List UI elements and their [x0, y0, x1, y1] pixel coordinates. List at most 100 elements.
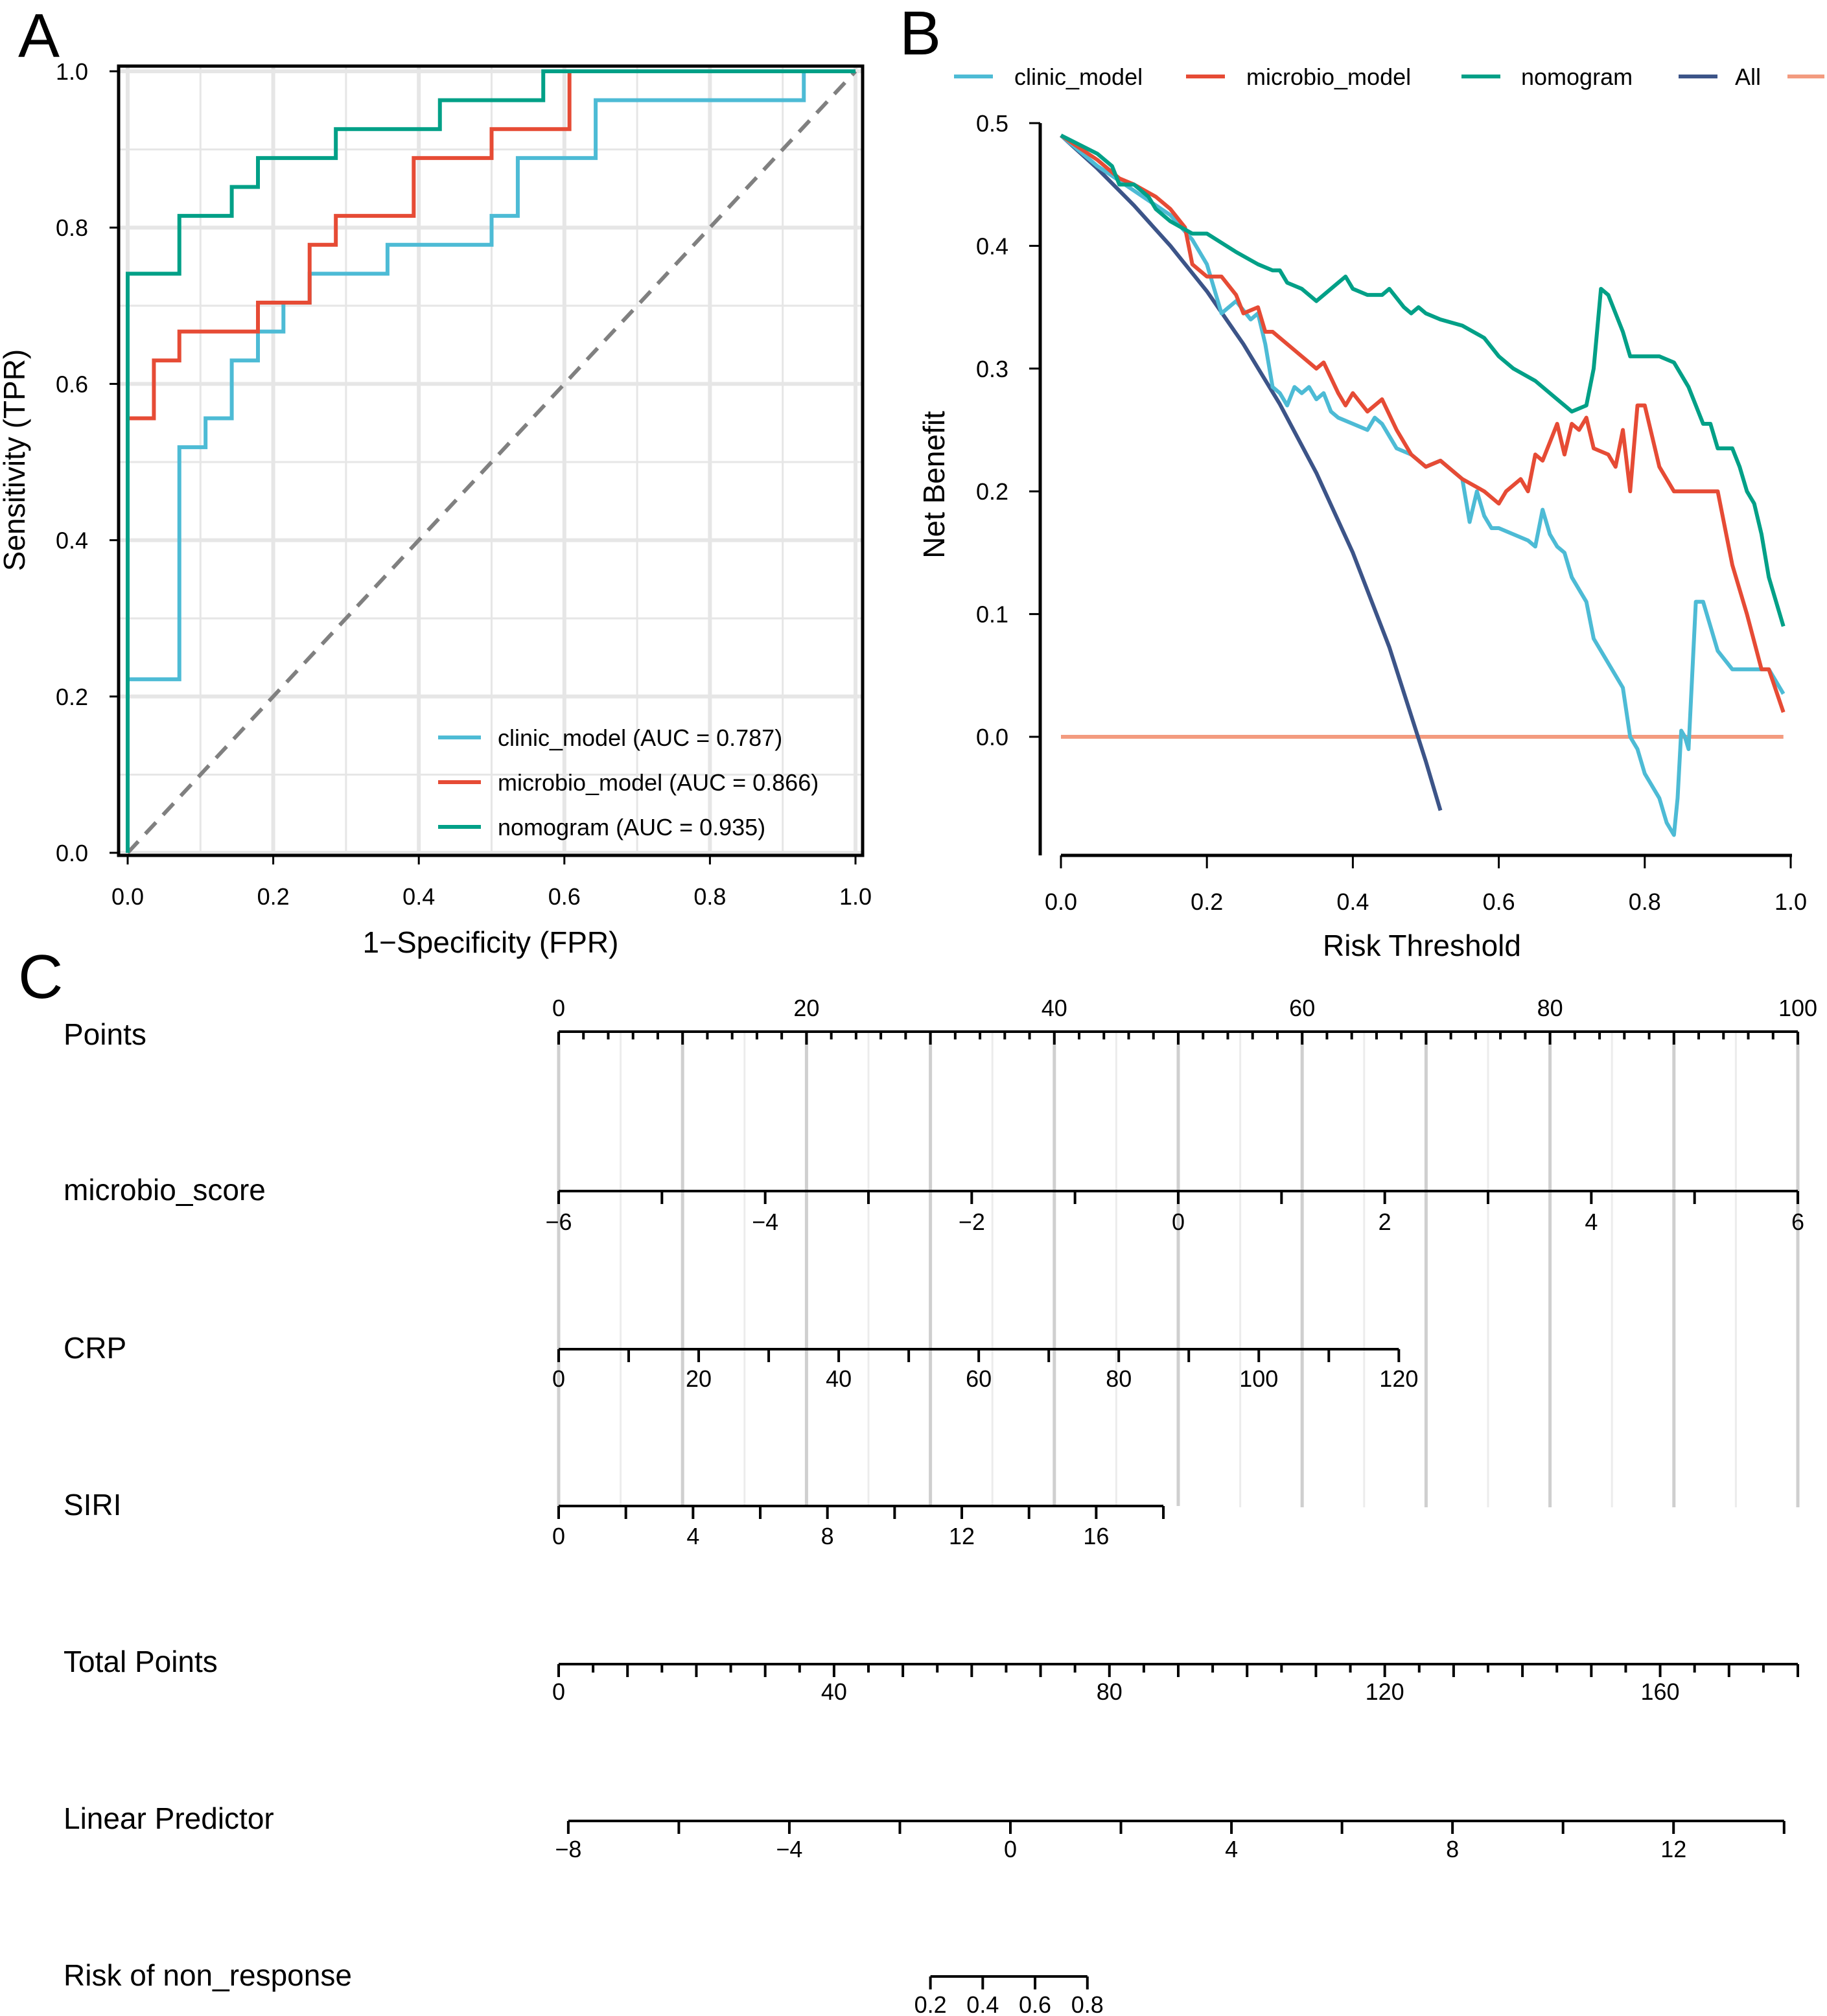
nomogram-tick-label: 0 [552, 1678, 565, 1705]
nomogram-tick-label: 120 [1379, 1365, 1418, 1392]
nomogram-tick-label: 0 [1172, 1209, 1185, 1235]
roc-y-tick-label: 0.4 [56, 527, 88, 554]
nomogram-tick-label: 40 [821, 1678, 847, 1705]
dca-x-axis-title: Risk Threshold [1323, 929, 1521, 962]
dca-x-tick-label: 0.2 [1191, 888, 1223, 915]
roc-curve-microbio-model [126, 69, 855, 853]
dca-x-tick-label: 0.4 [1336, 888, 1369, 915]
roc-grid [119, 66, 862, 855]
nomogram-tick-label: 20 [793, 995, 819, 1021]
roc-reference-line [126, 69, 857, 855]
nomogram-axis-siri: 0 4 8 12 16 [552, 1505, 1165, 1549]
roc-x-tick-label: 0.8 [693, 883, 726, 910]
roc-chart: 0.0 0.2 0.4 0.6 0.8 1.0 0.0 0.2 0.4 0.6 0.8 1.0 1−… [0, 58, 872, 959]
nomogram-tick-label: 0.2 [914, 1991, 947, 2016]
dca-x-tick-label: 0.6 [1483, 888, 1515, 915]
roc-series [126, 69, 855, 853]
nomogram-tick-label: 160 [1641, 1678, 1680, 1705]
nomogram-row-label-microbio-score: microbio_score [64, 1173, 266, 1207]
nomogram-tick-label: 60 [966, 1365, 992, 1392]
dca-x-axis: 0.0 0.2 0.4 0.6 0.8 1.0 [1045, 855, 1807, 915]
dca-curve-nomogram [1060, 133, 1786, 627]
panel-c-letter: C [18, 942, 63, 1012]
nomogram-tick-label: 0.4 [966, 1991, 999, 2016]
dca-x-tick-label: 1.0 [1775, 888, 1807, 915]
roc-y-tick-label: 0.0 [56, 840, 88, 866]
roc-legend-label-microbio-model: microbio_model (AUC = 0.866) [498, 769, 819, 796]
nomogram-row-label-linear-predictor: Linear Predictor [64, 1802, 274, 1835]
roc-legend: clinic_model (AUC = 0.787) microbio_mode… [438, 724, 819, 840]
panel-b-letter: B [900, 0, 941, 68]
dca-legend: clinic_model microbio_model nomogram All [954, 64, 1824, 90]
roc-curve-nomogram [126, 69, 855, 853]
roc-x-tick-label: 1.0 [839, 883, 872, 910]
nomogram-tick-label: 6 [1791, 1209, 1804, 1235]
dca-legend-label-all: All [1735, 64, 1761, 90]
nomogram-tick-label: 0 [1004, 1836, 1017, 1862]
nomogram-tick-label: 2 [1379, 1209, 1391, 1235]
roc-y-tick-label: 0.2 [56, 684, 88, 710]
nomogram-tick-label: 60 [1289, 995, 1315, 1021]
dca-curve-clinic-model [1060, 133, 1786, 837]
dca-legend-label-nomogram: nomogram [1521, 64, 1633, 90]
roc-legend-label-clinic-model: clinic_model (AUC = 0.787) [498, 724, 782, 751]
nomogram-tick-label: −6 [545, 1209, 572, 1235]
dca-legend-label-clinic-model: clinic_model [1014, 64, 1143, 90]
nomogram-tick-label: −4 [776, 1836, 802, 1862]
nomogram-tick-label: 12 [1660, 1836, 1686, 1862]
nomogram-tick-label: 0.8 [1071, 1991, 1104, 2016]
dca-y-axis: 0.0 0.1 0.2 0.3 0.4 0.5 [976, 110, 1040, 750]
nomogram: Points microbio_score CRP SIRI Total Poi… [64, 995, 1817, 2016]
roc-diagonal-reference [126, 69, 857, 855]
nomogram-tick-label: −4 [752, 1209, 778, 1235]
nomogram-tick-label: 8 [1446, 1836, 1459, 1862]
nomogram-tick-label: −2 [959, 1209, 985, 1235]
dca-legend-label-microbio-model: microbio_model [1246, 64, 1411, 90]
nomogram-axis-total-points: 0 40 80 120 160 [552, 1663, 1799, 1705]
dca-y-tick-label: 0.1 [976, 601, 1008, 628]
dca-curve-microbio-model [1060, 133, 1786, 713]
nomogram-axis-microbio-score: −6 −4 −2 0 2 4 6 [545, 1190, 1804, 1235]
dca-y-axis-title: Net Benefit [917, 411, 951, 559]
nomogram-tick-label: 0 [552, 1523, 565, 1549]
nomogram-tick-label: 40 [1042, 995, 1067, 1021]
dca-y-tick-label: 0.2 [976, 478, 1008, 505]
dca-y-tick-label: 0.5 [976, 110, 1008, 137]
nomogram-row-label-points: Points [64, 1017, 146, 1051]
nomogram-tick-label: 0.6 [1019, 1991, 1051, 2016]
nomogram-row-label-siri: SIRI [64, 1488, 121, 1522]
dca-y-tick-label: 0.3 [976, 356, 1008, 382]
nomogram-tick-label: −8 [555, 1836, 581, 1862]
dca-x-tick-label: 0.0 [1045, 888, 1077, 915]
dca-y-tick-label: 0.0 [976, 724, 1008, 750]
dca-y-tick-label: 0.4 [976, 233, 1008, 259]
nomogram-tick-label: 4 [686, 1523, 699, 1549]
panel-a-letter: A [18, 1, 60, 71]
nomogram-tick-label: 0 [552, 995, 565, 1021]
nomogram-row-label-total-points: Total Points [64, 1645, 218, 1678]
roc-x-tick-label: 0.0 [111, 883, 144, 910]
nomogram-tick-label: 16 [1083, 1523, 1109, 1549]
roc-y-axis: 0.0 0.2 0.4 0.6 0.8 1.0 [56, 58, 119, 866]
nomogram-tick-label: 100 [1778, 995, 1817, 1021]
nomogram-tick-label: 20 [686, 1365, 712, 1392]
nomogram-tick-label: 0 [552, 1365, 565, 1392]
dca-curve-all [1059, 133, 1443, 811]
dca-series [1059, 133, 1786, 837]
roc-y-axis-title: Sensitivity (TPR) [0, 349, 31, 571]
nomogram-tick-label: 4 [1585, 1209, 1598, 1235]
roc-x-tick-label: 0.4 [402, 883, 435, 910]
roc-x-axis-title: 1−Specificity (FPR) [363, 925, 619, 959]
nomogram-axis-risk-of-non-response: 0.2 0.4 0.6 0.8 [914, 1975, 1104, 2016]
roc-x-axis: 0.0 0.2 0.4 0.6 0.8 1.0 [111, 855, 872, 910]
roc-y-tick-label: 0.8 [56, 214, 88, 241]
nomogram-tick-label: 8 [821, 1523, 834, 1549]
nomogram-tick-label: 120 [1366, 1678, 1404, 1705]
nomogram-row-label-risk: Risk of non_response [64, 1958, 352, 1992]
nomogram-tick-label: 4 [1225, 1836, 1238, 1862]
nomogram-axis-points: 0 20 40 60 80 100 [552, 995, 1817, 1045]
roc-x-tick-label: 0.6 [548, 883, 581, 910]
nomogram-axis-crp: 0 20 40 60 80 100 120 [552, 1348, 1418, 1392]
